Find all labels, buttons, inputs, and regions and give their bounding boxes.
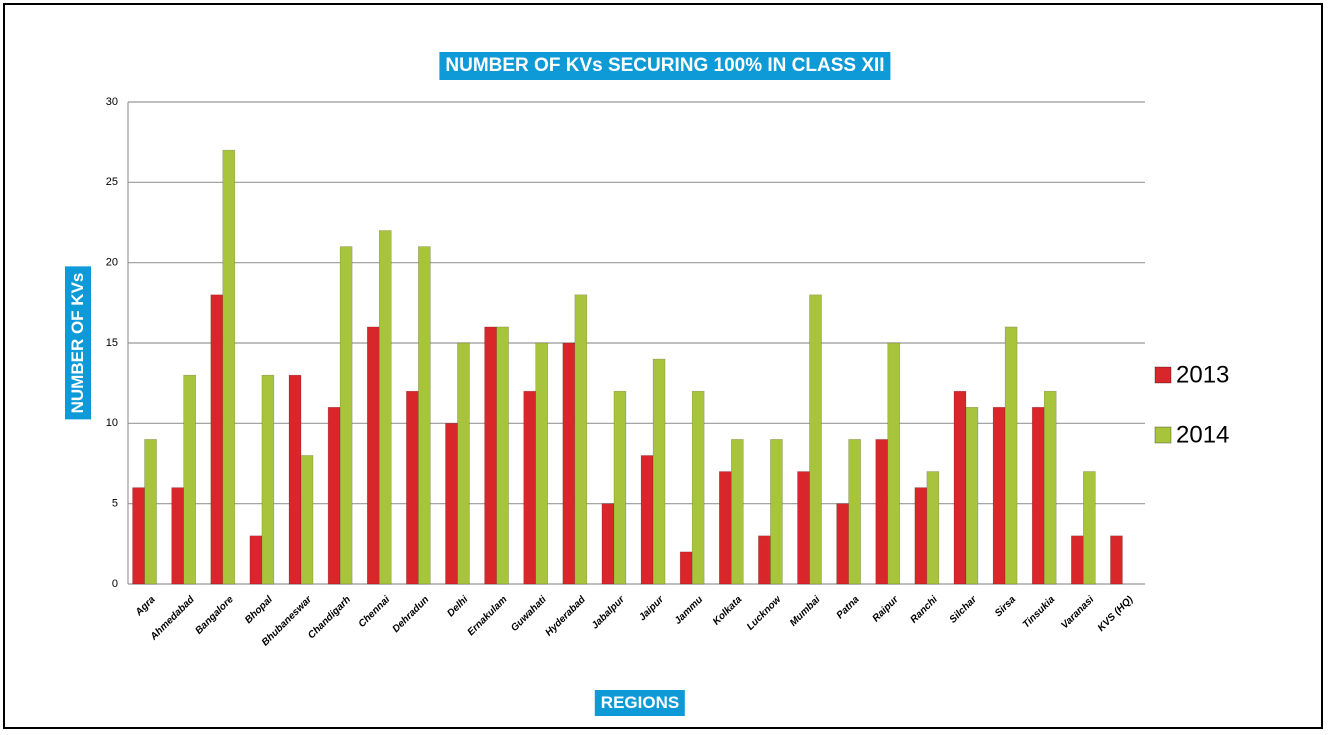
bar: [366, 326, 380, 585]
x-tick-label: Delhi: [445, 594, 470, 619]
x-tick-label: KVS (HQ): [1096, 594, 1136, 634]
bar: [1071, 535, 1084, 585]
bar: [457, 342, 470, 585]
bar: [1004, 326, 1018, 585]
bar: [887, 342, 901, 585]
bar: [1083, 471, 1096, 585]
bar: [797, 471, 810, 585]
bar: [132, 487, 145, 585]
x-tick-label: Mumbai: [788, 594, 823, 629]
x-tick-label: Jaipur: [637, 593, 667, 623]
x-tick-label: Ernakulam: [466, 594, 510, 638]
x-tick-label: Tinsukia: [1021, 594, 1058, 631]
bar: [183, 374, 196, 585]
x-tick-label: Ranchi: [908, 594, 940, 626]
x-axis-label: REGIONS: [594, 690, 686, 716]
bar: [601, 503, 615, 585]
bar: [926, 471, 940, 585]
bar: [640, 455, 654, 585]
x-tick-label: Jabalpur: [590, 593, 628, 631]
x-tick-label: Agra: [133, 594, 158, 619]
bar: [914, 487, 928, 585]
bar: [730, 439, 744, 585]
bar: [679, 551, 693, 585]
bar: [613, 390, 627, 585]
x-tick-label: Varanasi: [1059, 594, 1096, 631]
bar: [210, 294, 224, 585]
bar: [770, 439, 783, 585]
x-tick-label: Silchar: [948, 593, 980, 625]
bar: [300, 455, 314, 585]
frame: [3, 3, 1323, 729]
bar: [249, 535, 263, 585]
y-tick-label: 30: [106, 96, 118, 108]
bar: [496, 326, 509, 585]
bar: [953, 390, 967, 585]
y-tick-label: 0: [112, 578, 118, 590]
bar: [652, 358, 666, 585]
bar: [875, 439, 889, 585]
x-tick-label: Bangalore: [193, 594, 236, 637]
x-tick-label: Dehradun: [391, 594, 432, 635]
x-tick-label: Guwahati: [509, 594, 549, 634]
bar: [144, 439, 157, 585]
x-tick-label: Lucknow: [745, 593, 784, 632]
bar: [445, 423, 458, 585]
x-tick-label: Jammu: [673, 594, 706, 627]
legend-label: 2013: [1176, 361, 1229, 388]
bar: [261, 374, 275, 585]
bar: [836, 503, 849, 585]
y-tick-label: 10: [106, 417, 118, 429]
bar: [691, 390, 705, 585]
bar: [809, 294, 822, 585]
bar: [378, 230, 392, 585]
bar: [523, 390, 537, 585]
y-tick-label: 5: [112, 498, 118, 510]
bar: [171, 487, 184, 585]
bar: [848, 439, 861, 585]
bar: [288, 374, 302, 585]
x-tick-label: Sirsa: [993, 594, 1018, 619]
bar: [1043, 390, 1057, 585]
chart-title: NUMBER OF KVs SECURING 100% IN CLASS XII: [439, 52, 891, 80]
x-tick-label: Kolkata: [711, 594, 745, 628]
bar: [1110, 535, 1123, 585]
x-tick-label: Bhopal: [243, 594, 275, 626]
legend-label: 2014: [1176, 421, 1229, 448]
bar: [406, 390, 419, 585]
bar: [222, 149, 236, 585]
bar: [965, 406, 979, 585]
legend-swatch: [1154, 426, 1172, 444]
bar: [327, 406, 341, 585]
x-tick-label: Hyderabad: [543, 594, 588, 639]
bar: [992, 406, 1006, 585]
bar: [574, 294, 588, 585]
y-tick-label: 20: [106, 257, 118, 269]
x-tick-label: Raipur: [871, 593, 902, 624]
bar: [339, 246, 353, 585]
y-axis-label: NUMBER OF KVs: [65, 266, 91, 420]
bar: [758, 535, 771, 585]
bar: [562, 342, 576, 585]
bar: [718, 471, 732, 585]
bar: [535, 342, 549, 585]
bar: [418, 246, 431, 585]
x-tick-label: Patna: [835, 594, 862, 621]
legend-swatch: [1154, 366, 1172, 384]
y-tick-label: 25: [106, 176, 118, 188]
bar: [484, 326, 497, 585]
bar: [1031, 406, 1045, 585]
y-tick-label: 15: [106, 337, 118, 349]
x-tick-label: Chennai: [357, 594, 393, 630]
